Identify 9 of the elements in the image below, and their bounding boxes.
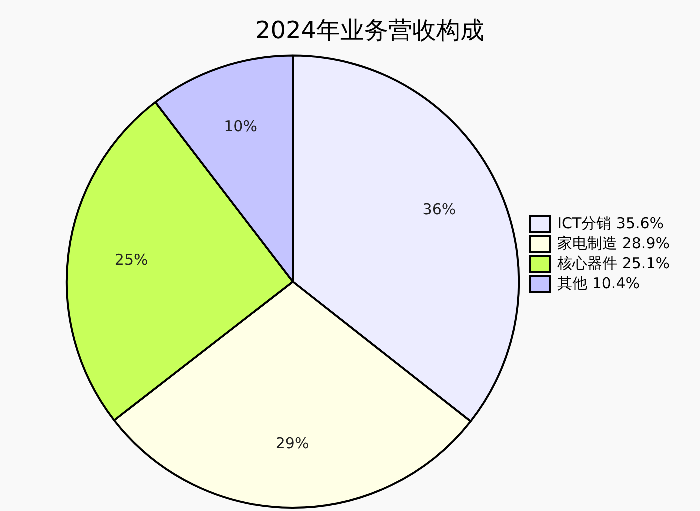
data-label: 29% bbox=[276, 434, 310, 453]
legend-label: ICT分销 35.6% bbox=[558, 214, 664, 232]
data-label: 25% bbox=[114, 250, 148, 269]
data-label: 36% bbox=[422, 200, 456, 219]
legend-label: 其他 10.4% bbox=[558, 274, 640, 292]
legend-label: 核心器件 25.1% bbox=[556, 254, 670, 272]
legend-label: 家电制造 28.9% bbox=[558, 234, 670, 252]
data-label: 10% bbox=[224, 118, 258, 136]
chart-title: 2024年业务营收构成 bbox=[255, 16, 485, 45]
